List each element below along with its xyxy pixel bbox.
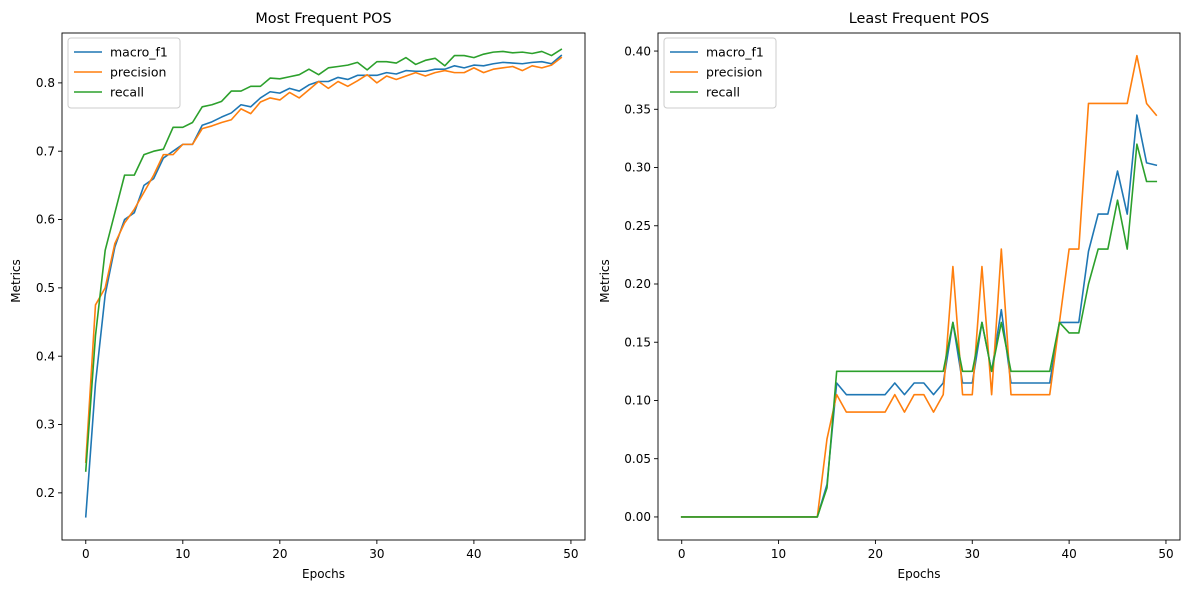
x-axis-label: Epochs (898, 567, 941, 581)
y-axis-label: Metrics (9, 259, 23, 303)
y-tick-label: 0.30 (624, 161, 651, 175)
x-tick-label: 50 (1158, 547, 1173, 561)
series-line-recall (84, 48, 563, 472)
y-tick-label: 0.40 (624, 44, 651, 58)
subplot-least-frequent-pos: Least Frequent POS Epochs Metrics 0 10 20 3… (598, 11, 1181, 581)
legend-entry-precision: precision (74, 65, 166, 80)
legend-box (663, 37, 777, 109)
y-tick-label: 0.7 (36, 144, 55, 158)
chart-title: Most Frequent POS (255, 11, 391, 27)
x-tick-label: 10 (771, 547, 786, 561)
x-tick-label: 30 (965, 547, 980, 561)
y-tick-label: 0.4 (36, 349, 55, 363)
legend-label-precision: precision (110, 65, 166, 80)
legend-entry-recall: recall (670, 85, 740, 100)
legend: macro_f1 precision recall (67, 37, 181, 109)
legend-entry-recall: recall (74, 85, 144, 100)
y-tick-label: 0.20 (624, 277, 651, 291)
chart-title: Least Frequent POS (849, 11, 989, 27)
series-line-precision (84, 56, 563, 463)
axes-frame (61, 32, 586, 541)
y-axis-label: Metrics (598, 259, 612, 303)
y-tick-label: 0.00 (624, 510, 651, 524)
legend-label-recall: recall (110, 85, 144, 100)
legend-label-recall: recall (706, 85, 740, 100)
x-tick-label: 0 (678, 547, 686, 561)
legend-box (67, 37, 181, 109)
legend-entry-precision: precision (670, 65, 762, 80)
legend-label-precision: precision (706, 65, 762, 80)
axis-ticks: 0 10 20 30 40 50 0.2 0.3 0.4 0.5 0.6 0.7 0.8 (36, 32, 586, 561)
x-tick-label: 40 (466, 547, 481, 561)
axes-frame (657, 32, 1181, 541)
y-tick-label: 0.3 (36, 418, 55, 432)
x-tick-label: 20 (868, 547, 883, 561)
x-tick-label: 0 (82, 547, 90, 561)
x-tick-label: 40 (1061, 547, 1076, 561)
y-tick-label: 0.2 (36, 486, 55, 500)
subplot-most-frequent-pos: Most Frequent POS Epochs Metrics 0 10 20 30… (9, 11, 586, 581)
x-tick-label: 10 (175, 547, 190, 561)
y-tick-label: 0.35 (624, 102, 651, 116)
series-line-recall (680, 143, 1158, 518)
y-tick-label: 0.6 (36, 213, 55, 227)
plot-area (84, 48, 563, 518)
legend-label-macro-f1: macro_f1 (110, 45, 168, 60)
x-axis-label: Epochs (302, 567, 345, 581)
series-line-macro-f1 (84, 54, 563, 518)
y-tick-label: 0.10 (624, 394, 651, 408)
axis-ticks: 0 10 20 30 40 50 0.00 0.05 0.10 0.15 0.20 0.25 0.30 0… (624, 32, 1181, 561)
x-tick-label: 50 (563, 547, 578, 561)
legend-label-macro-f1: macro_f1 (706, 45, 764, 60)
y-tick-label: 0.25 (624, 219, 651, 233)
y-tick-label: 0.8 (36, 76, 55, 90)
legend: macro_f1 precision recall (663, 37, 777, 109)
x-tick-label: 30 (369, 547, 384, 561)
plot-area (680, 54, 1158, 518)
y-tick-label: 0.05 (624, 452, 651, 466)
y-tick-label: 0.15 (624, 335, 651, 349)
x-tick-label: 20 (272, 547, 287, 561)
legend-entry-macro-f1: macro_f1 (74, 45, 168, 60)
legend-entry-macro-f1: macro_f1 (670, 45, 764, 60)
y-tick-label: 0.5 (36, 281, 55, 295)
